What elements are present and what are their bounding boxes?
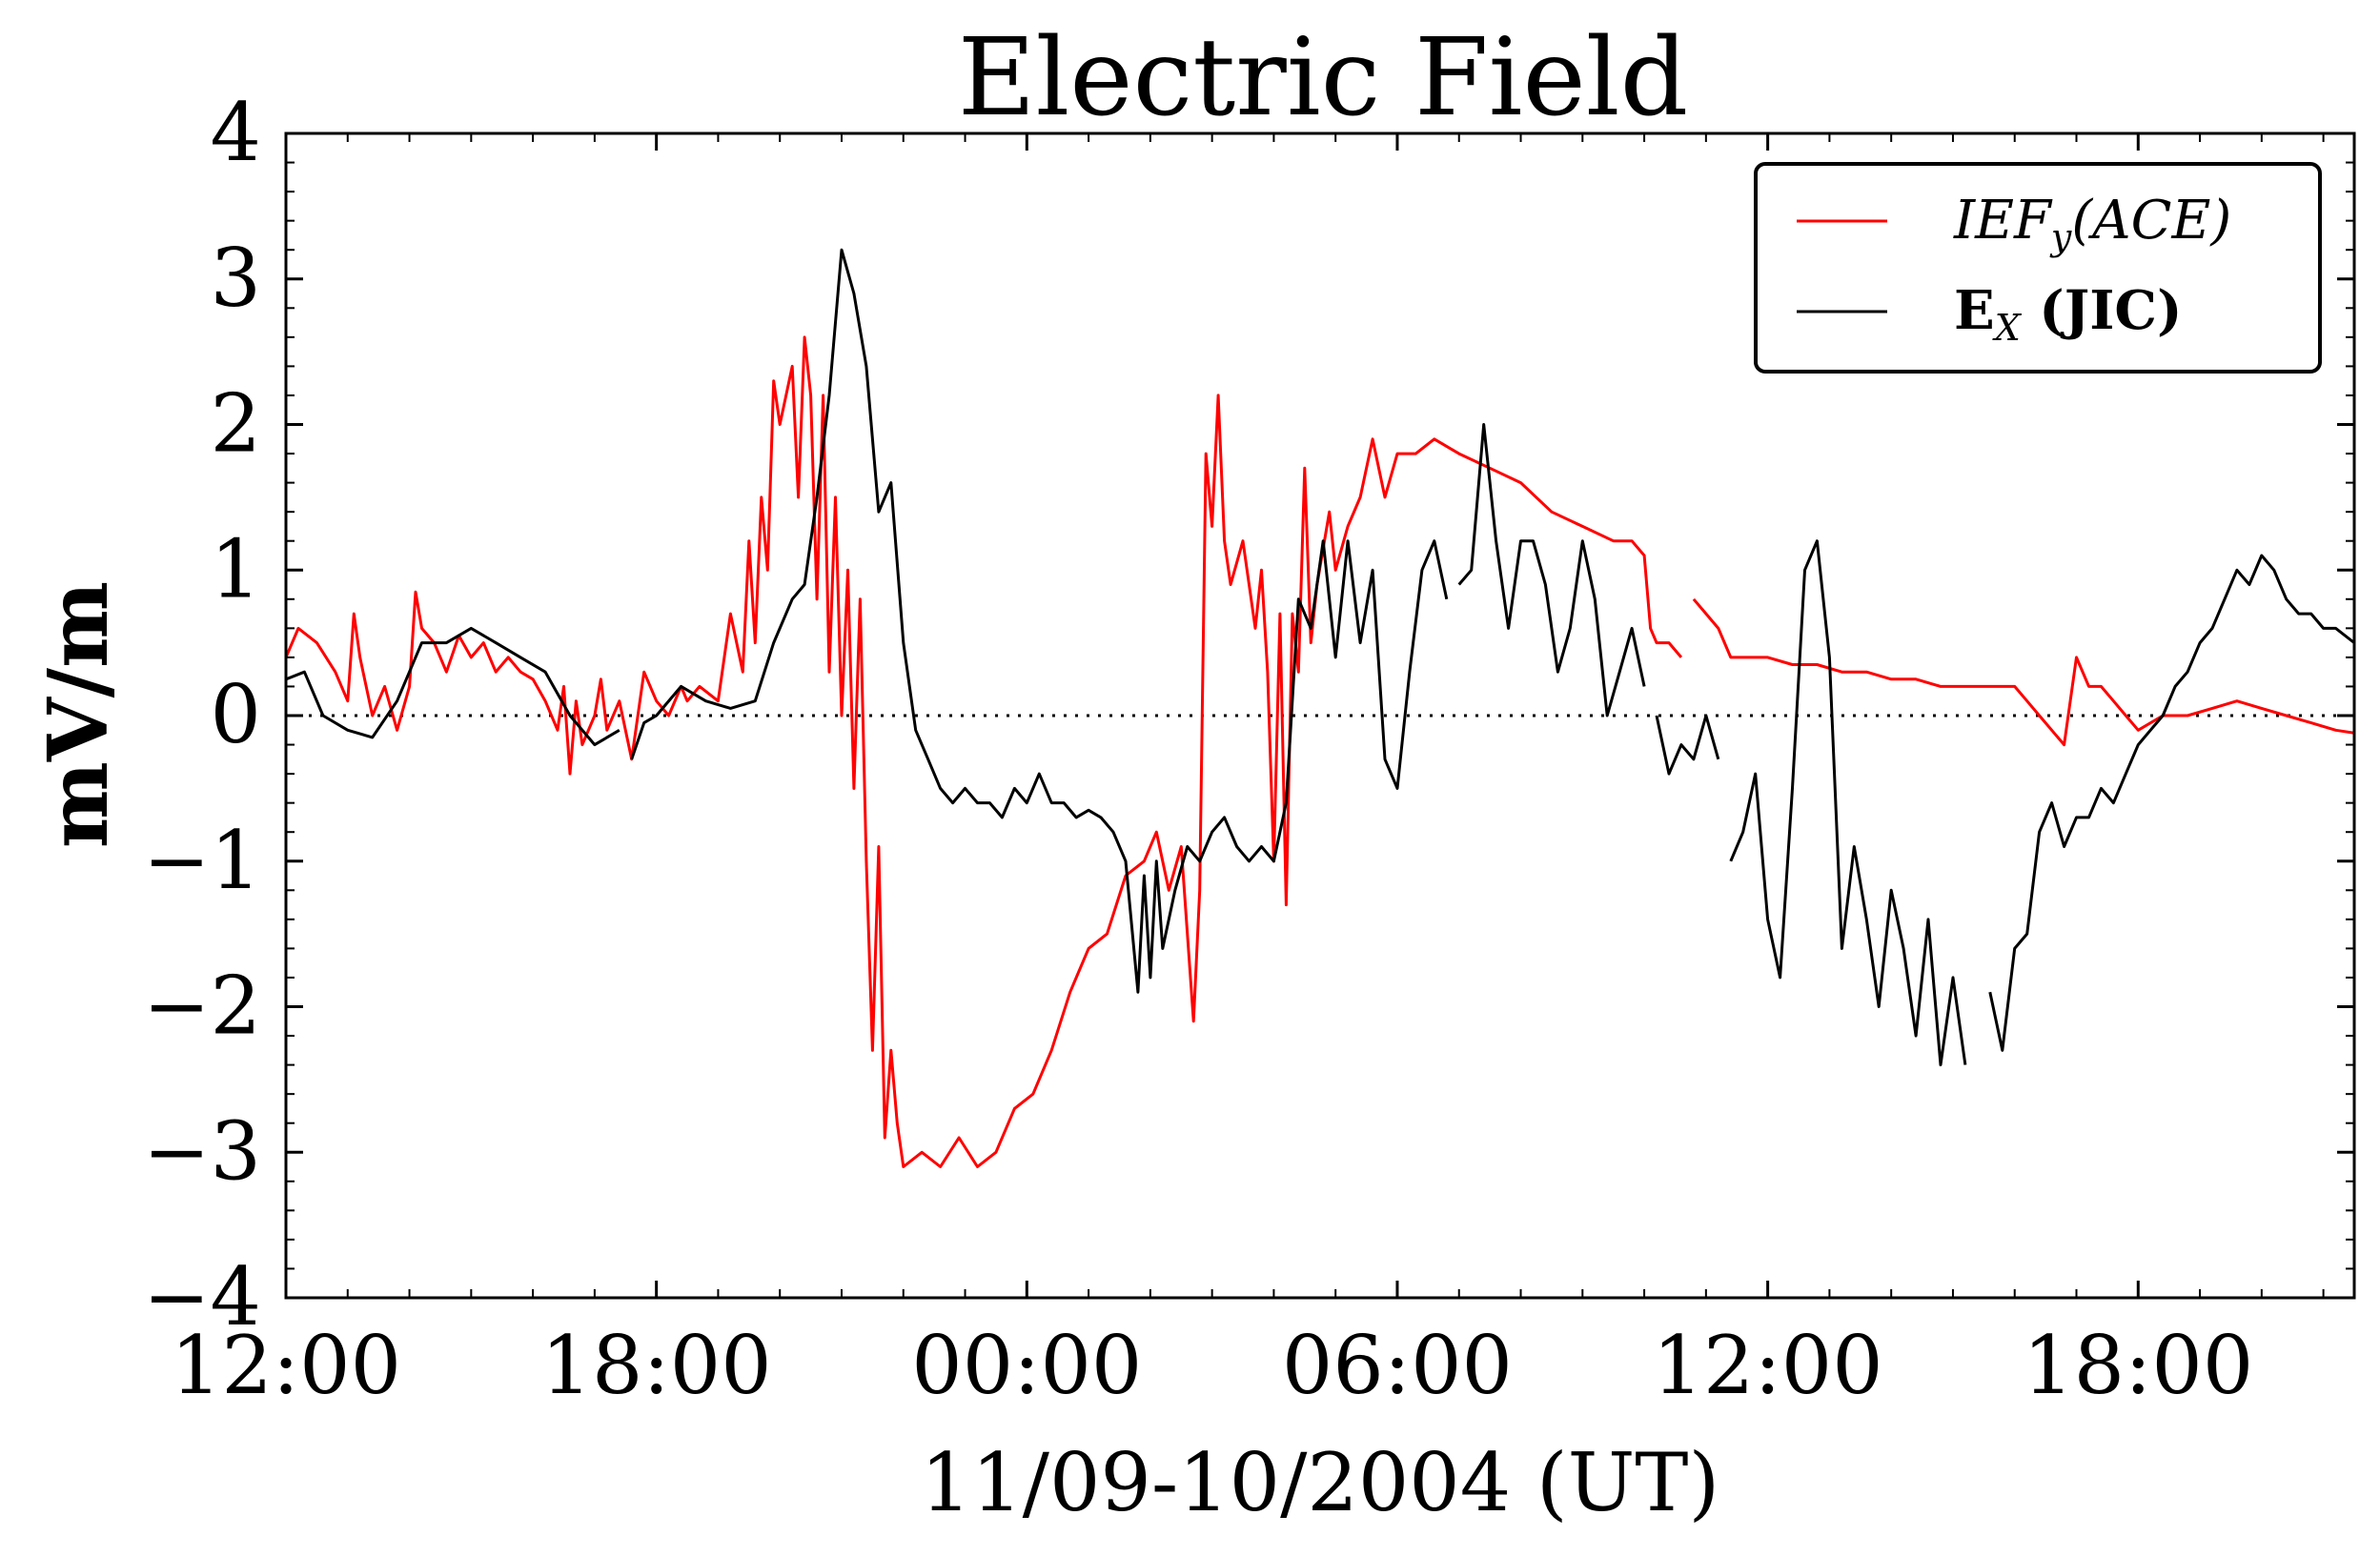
legend-box [1754, 162, 2322, 374]
legend-label-ex: EX (JIC) [1954, 279, 2183, 349]
series-ex-jic-line-1 [630, 248, 1449, 994]
y-tick-label: −3 [143, 1104, 261, 1198]
legend: IEFy(ACE) EX (JIC) [1754, 162, 2322, 374]
legend-ex-sub: X [1992, 307, 2023, 349]
legend-label-ief: IEFy(ACE) [1953, 190, 2231, 258]
legend-ief-main: IEF [1953, 190, 2053, 252]
y-tick-label: 3 [211, 232, 261, 325]
legend-ex-main: E [1954, 279, 1995, 342]
legend-ief-tail: (ACE) [2071, 190, 2231, 252]
x-tick-label: 18:00 [2023, 1319, 2253, 1412]
y-tick-label: 1 [211, 522, 261, 616]
y-tick-label: 2 [211, 377, 261, 471]
y-tick-label: −2 [143, 960, 261, 1053]
series-ex-jic-line-2 [1457, 423, 1646, 717]
series-ex-jic-line-0 [286, 626, 620, 747]
series-ief-ace-line-1 [1692, 597, 2354, 747]
x-tick-label: 06:00 [1282, 1319, 1513, 1412]
x-tick-label: 18:00 [541, 1319, 772, 1412]
x-tick-label: 00:00 [911, 1319, 1142, 1412]
x-axis-label: 11/09-10/2004 (UT) [921, 1436, 1719, 1529]
y-tick-label: 4 [211, 86, 261, 179]
x-tick-label: 12:00 [171, 1319, 401, 1412]
y-axis-label: mV/m [31, 581, 127, 848]
series-ief-ace-line-0 [286, 335, 1683, 1168]
y-tick-label: −4 [143, 1250, 261, 1344]
chart-title: Electric Field [958, 16, 1689, 140]
y-tick-label: −1 [143, 814, 261, 907]
series-ex-jic-line-5 [1988, 554, 2354, 1052]
legend-ief-sub: y [2049, 216, 2072, 258]
series-ex-jic-line-4 [1729, 539, 1967, 1067]
x-tick-label: 12:00 [1653, 1319, 1883, 1412]
legend-ex-tail: (JIC) [2021, 279, 2183, 342]
series-ex-jic-line-3 [1655, 714, 1720, 776]
y-tick-label: 0 [211, 668, 261, 761]
